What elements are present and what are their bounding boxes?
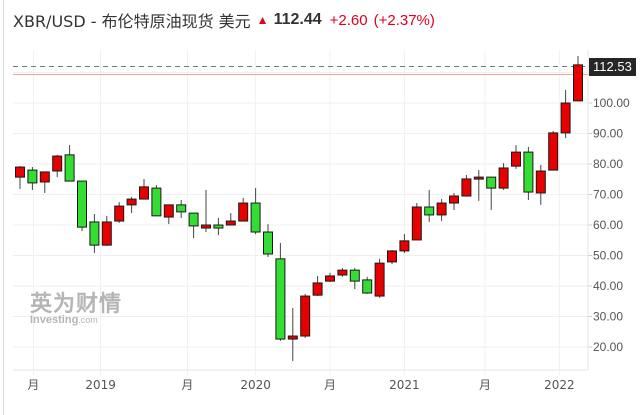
candle[interactable] <box>486 176 497 211</box>
candle[interactable] <box>225 213 236 226</box>
watermark-en: Investing <box>30 314 79 326</box>
candle[interactable] <box>275 242 286 341</box>
candle[interactable] <box>387 250 397 265</box>
candle[interactable] <box>325 272 335 283</box>
candle[interactable] <box>139 178 149 200</box>
candle[interactable] <box>362 276 373 294</box>
y-tick-label: 70.00 <box>593 188 623 202</box>
frame-border <box>3 0 4 415</box>
grid-lines <box>13 50 588 375</box>
candle[interactable] <box>163 204 174 225</box>
x-tick-label: 2021 <box>389 378 420 392</box>
up-arrow-icon: ▲ <box>256 13 269 27</box>
y-tick-label: 30.00 <box>593 310 623 324</box>
candle[interactable] <box>399 234 410 254</box>
candle[interactable] <box>201 189 211 233</box>
current-price: 112.44 <box>273 11 322 28</box>
y-tick-label: 40.00 <box>593 279 623 293</box>
candle[interactable] <box>263 224 273 258</box>
candle[interactable] <box>548 131 559 171</box>
candle[interactable] <box>126 196 137 214</box>
candle[interactable] <box>52 154 63 178</box>
y-tick-label: 100.00 <box>593 96 630 110</box>
investing-watermark: 英为财情 Investing.com <box>30 286 122 326</box>
y-tick-label: 80.00 <box>593 157 623 171</box>
x-axis: 月 2019 月 2020 月 2021 月 2022 <box>13 369 588 392</box>
candle[interactable] <box>337 268 348 277</box>
candle[interactable] <box>349 268 360 290</box>
y-tick-label: 20.00 <box>593 340 623 354</box>
watermark-suffix: .com <box>78 315 98 325</box>
x-tick-label: 2020 <box>240 378 271 392</box>
candle[interactable] <box>473 170 484 201</box>
candle[interactable] <box>27 167 38 190</box>
candle[interactable] <box>511 145 521 169</box>
candle[interactable] <box>114 202 125 223</box>
x-tick-label: 月 <box>181 378 193 392</box>
candle[interactable] <box>300 293 311 338</box>
x-tick-label: 月 <box>27 378 39 392</box>
candle[interactable] <box>498 163 509 190</box>
chart-header: XBR/USD - 布伦特原油现货 美元 ▲ 112.44 +2.60 (+2.… <box>13 6 435 34</box>
candle[interactable] <box>250 188 261 235</box>
y-axis: 100.00 90.00 80.00 70.00 60.00 50.00 40.00 30.0… <box>587 50 630 370</box>
candle[interactable] <box>151 185 162 217</box>
y-tick-label: 50.00 <box>593 249 623 263</box>
candle[interactable] <box>535 164 546 205</box>
price-change-percent: (+2.37%) <box>373 11 435 29</box>
candle[interactable] <box>15 166 25 190</box>
candle[interactable] <box>287 307 298 362</box>
last-price-tag: 112.53 <box>589 58 636 76</box>
candle[interactable] <box>411 203 422 241</box>
candle[interactable] <box>449 192 459 211</box>
candle[interactable] <box>560 89 571 139</box>
candle[interactable] <box>312 275 323 297</box>
candle[interactable] <box>39 171 50 193</box>
candle[interactable] <box>436 199 447 222</box>
candles <box>15 56 583 362</box>
x-tick-label: 2019 <box>85 378 116 392</box>
candle[interactable] <box>573 56 583 102</box>
price-change: +2.60 <box>329 11 368 29</box>
x-tick-label: 月 <box>324 378 336 392</box>
candle[interactable] <box>238 197 249 222</box>
candle[interactable] <box>89 214 100 254</box>
x-tick-label: 月 <box>479 378 491 392</box>
candle[interactable] <box>461 174 472 197</box>
candle[interactable] <box>64 145 75 182</box>
y-tick-label: 90.00 <box>593 127 623 141</box>
instrument-title: XBR/USD - 布伦特原油现货 美元 <box>13 12 251 31</box>
candle[interactable] <box>374 258 385 298</box>
candle[interactable] <box>213 217 224 236</box>
price-lines <box>13 66 588 75</box>
candle[interactable] <box>188 212 199 239</box>
candle[interactable] <box>176 199 187 218</box>
watermark-cn: 英为财情 <box>30 292 123 317</box>
x-tick-label: 2022 <box>544 378 575 392</box>
candle[interactable] <box>424 189 435 222</box>
candle[interactable] <box>77 180 87 232</box>
candle[interactable] <box>101 215 112 247</box>
y-tick-label: 60.00 <box>593 218 623 232</box>
candle[interactable] <box>523 146 534 200</box>
